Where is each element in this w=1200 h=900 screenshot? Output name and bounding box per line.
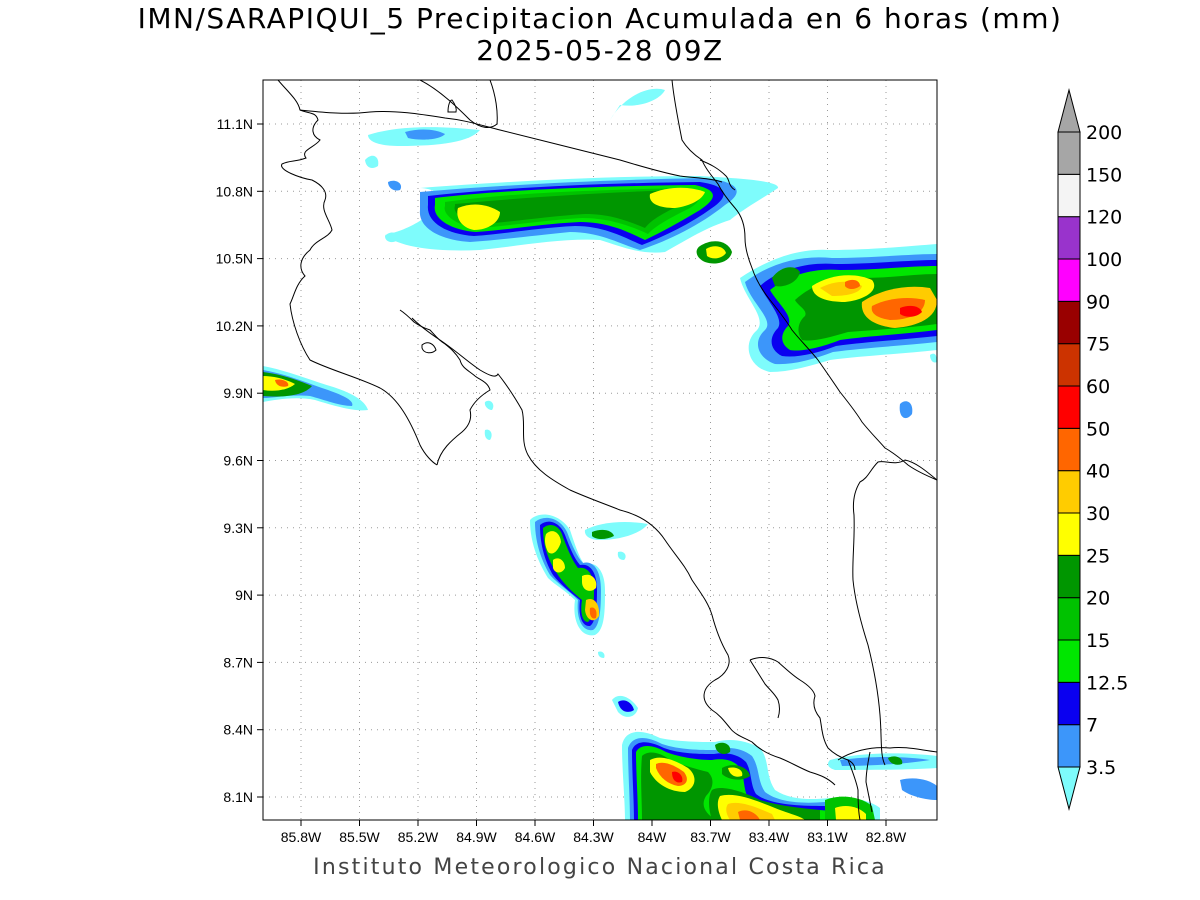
latitude-tick-labels: 11.1N 10.8N 10.5N 10.2N 9.9N 9.6N 9.3N 9N 8.7N 8.… [216, 116, 263, 805]
burica-coast [837, 747, 937, 761]
colorbar-label: 40 [1086, 461, 1110, 483]
precip-cluster-south [612, 695, 937, 820]
lon-tick-label: 84.6W [515, 829, 556, 845]
burica-point-2 [865, 751, 873, 813]
lake-nicaragua [419, 80, 498, 128]
chart-title: IMN/SARAPIQUI_5 Precipitacion Acumulada … [137, 2, 1063, 35]
colorbar-label: 15 [1086, 630, 1110, 652]
osa-golfo-dulce [749, 657, 856, 771]
nicoya-coast [399, 309, 491, 466]
colorbar-label: 3.5 [1086, 757, 1116, 779]
lat-tick-label: 8.4N [223, 722, 253, 738]
colorbar-label: 50 [1086, 418, 1110, 440]
lon-tick-label: 84.3W [573, 829, 614, 845]
precip-cluster-west [263, 366, 368, 411]
colorbar-swatch [1057, 300, 1081, 345]
chart-subtitle-date: 2025-05-28 09Z [476, 34, 724, 67]
lon-tick-label: 83.7W [690, 829, 731, 845]
colorbar-swatch [1057, 427, 1081, 472]
colorbar-label: 120 [1086, 207, 1122, 229]
colorbar-swatch [1057, 639, 1081, 683]
colorbar-swatch [1057, 216, 1081, 260]
colorbar-swatch [1057, 258, 1081, 302]
precip-cluster-central [484, 400, 648, 658]
colorbar-swatch [1057, 131, 1081, 175]
plot-frame [262, 79, 938, 821]
precip-field [263, 88, 937, 820]
colorbar: 3.5 7 12.5 15 20 25 30 40 50 60 75 90 100 120 150 200 [1057, 88, 1128, 811]
colorbar-label: 90 [1086, 291, 1110, 313]
colorbar-swatch [1057, 470, 1081, 514]
colorbar-low-arrow [1057, 766, 1081, 811]
colorbar-label: 12.5 [1086, 672, 1128, 694]
lon-tick-label: 84.9W [456, 829, 497, 845]
precip-band-north [365, 88, 779, 264]
nicoya-gulf-island [421, 342, 437, 354]
lon-tick-label: 82.8W [866, 829, 907, 845]
lat-tick-label: 8.7N [223, 654, 253, 670]
colorbar-label: 30 [1086, 503, 1110, 525]
lon-tick-label: 85.2W [398, 829, 439, 845]
colorbar-swatch [1057, 681, 1081, 726]
precip-cluster-northeast [740, 244, 937, 419]
lake-island [447, 99, 457, 113]
colorbar-swatch [1057, 597, 1081, 641]
colorbar-swatch [1057, 343, 1081, 387]
central-pacific-coast [411, 317, 836, 786]
lon-tick-label: 85.8W [281, 829, 322, 845]
colorbar-swatch [1057, 512, 1081, 556]
lat-tick-label: 10.5N [216, 251, 253, 267]
lat-tick-label: 9N [235, 587, 253, 603]
panama-border [852, 459, 937, 766]
nicaragua-pacific-coast [277, 80, 438, 466]
colorbar-label: 7 [1086, 715, 1098, 737]
colorbar-label: 150 [1086, 164, 1122, 186]
colorbar-swatch [1057, 385, 1081, 429]
colorbar-label: 20 [1086, 588, 1110, 610]
footer-credit: Instituto Meteorologico Nacional Costa R… [313, 855, 887, 880]
lat-tick-label: 10.2N [216, 318, 253, 334]
colorbar-swatch [1057, 554, 1081, 599]
lon-tick-label: 83.1W [807, 829, 848, 845]
lon-tick-label: 84W [638, 829, 668, 845]
lon-tick-label: 85.5W [339, 829, 380, 845]
colorbar-label: 75 [1086, 334, 1110, 356]
coastlines [277, 80, 937, 820]
lat-tick-label: 9.3N [223, 520, 253, 536]
lat-tick-label: 9.9N [223, 385, 253, 401]
lat-tick-label: 11.1N [217, 116, 253, 132]
colorbar-high-arrow [1057, 88, 1081, 133]
longitude-tick-labels: 85.8W 85.5W 85.2W 84.9W 84.6W 84.3W 84W 83.7W 83… [281, 820, 907, 845]
caribbean-coast [671, 80, 937, 481]
colorbar-label: 200 [1086, 122, 1122, 144]
lat-tick-label: 8.1N [223, 789, 253, 805]
colorbar-label: 100 [1086, 249, 1122, 271]
lat-tick-label: 10.8N [216, 183, 253, 199]
colorbar-label: 60 [1086, 376, 1110, 398]
osa-peninsula [749, 659, 780, 719]
burica-point [847, 759, 861, 820]
san-juan-river [699, 159, 736, 191]
colorbar-label: 25 [1086, 545, 1110, 567]
lat-tick-label: 9.6N [223, 453, 253, 469]
colorbar-swatch [1057, 173, 1081, 218]
nicaragua-border [299, 109, 723, 183]
colorbar-swatch [1057, 724, 1081, 768]
lon-tick-label: 83.4W [749, 829, 790, 845]
